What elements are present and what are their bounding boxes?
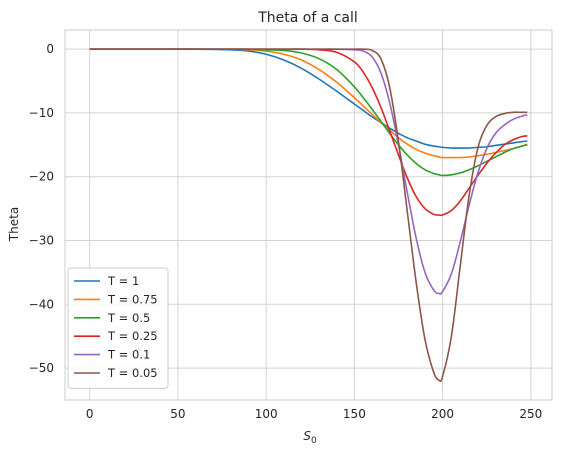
x-tick-label: 200 <box>431 407 454 421</box>
legend-entry: T = 1 <box>107 274 139 288</box>
x-tick-label: 0 <box>86 407 94 421</box>
series-line-5 <box>89 48 528 383</box>
series-line-3 <box>89 48 528 217</box>
legend-entry: T = 0.1 <box>107 348 150 362</box>
x-tick-label: 150 <box>343 407 366 421</box>
x-axis-label-main: S <box>303 429 311 443</box>
x-tick-label: 100 <box>255 407 278 421</box>
x-axis-label-subscript: 0 <box>311 436 317 446</box>
legend-entry: T = 0.5 <box>107 311 150 325</box>
y-tick-label: −10 <box>29 106 54 120</box>
x-tick-label: 250 <box>519 407 542 421</box>
legend-box <box>67 267 169 389</box>
y-tick-label: −50 <box>29 361 54 375</box>
series-line-1 <box>89 48 528 159</box>
series-line-0 <box>89 48 528 149</box>
y-axis-label: Theta <box>7 207 21 242</box>
chart-title: Theta of a call <box>257 10 358 26</box>
y-axis-ticks: 0 −10 −20 −30 −40 −50 <box>29 42 54 375</box>
legend-entry: T = 0.05 <box>107 366 158 380</box>
x-tick-label: 50 <box>170 407 185 421</box>
series-line-2 <box>89 48 528 177</box>
legend-entry: T = 0.25 <box>107 329 158 343</box>
y-tick-label: −20 <box>29 170 54 184</box>
y-tick-label: −40 <box>29 297 54 311</box>
x-axis-ticks: 0 50 100 150 200 250 <box>86 407 542 421</box>
series-lines <box>89 48 528 383</box>
y-tick-label: −30 <box>29 234 54 248</box>
y-tick-label: 0 <box>46 42 54 56</box>
legend-entry: T = 0.75 <box>107 292 158 306</box>
plot-area <box>64 29 553 401</box>
x-axis-label: S0 <box>303 429 317 446</box>
legend: T = 1 T = 0.75 T = 0.5 T = 0.25 T = 0.1 T = 0… <box>67 267 169 389</box>
